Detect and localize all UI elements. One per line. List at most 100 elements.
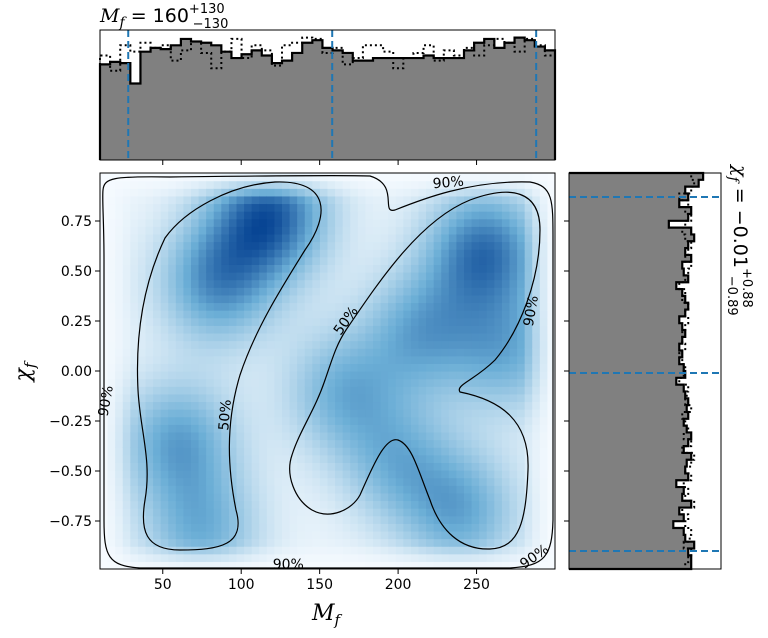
heatmap-cell — [403, 272, 412, 281]
heatmap-cell — [532, 294, 541, 304]
heatmap-cell — [350, 492, 359, 502]
heatmap-cell — [373, 256, 382, 265]
heatmap-cell — [373, 302, 382, 311]
heatmap-cell — [297, 462, 306, 471]
heatmap-cell — [388, 211, 397, 220]
heatmap-cell — [259, 477, 268, 486]
right-hist-bar — [569, 323, 683, 331]
heatmap-cell — [297, 409, 306, 418]
heatmap-cell — [206, 386, 215, 395]
heatmap-cell — [100, 173, 109, 182]
right-marginal-title: χf = −0.01+0.88−0.89 — [724, 163, 754, 316]
heatmap-cell — [342, 538, 351, 547]
heatmap-cell — [122, 454, 131, 463]
heatmap-cell — [259, 348, 268, 357]
heatmap-cell — [418, 416, 427, 425]
heatmap-cell — [175, 241, 185, 250]
heatmap-cell — [441, 310, 450, 319]
heatmap-cell — [191, 340, 200, 349]
heatmap-cell — [441, 195, 450, 205]
heatmap-cell — [168, 332, 177, 342]
heatmap-cell — [433, 439, 442, 448]
heatmap-cell — [282, 325, 291, 334]
heatmap-cell — [122, 492, 131, 502]
heatmap-cell — [426, 477, 435, 486]
heatmap-cell — [221, 348, 230, 357]
heatmap-cell — [236, 211, 245, 220]
heatmap-cell — [183, 233, 192, 243]
heatmap-cell — [206, 371, 215, 380]
heatmap-cell — [501, 180, 511, 189]
heatmap-cell — [433, 561, 442, 569]
heatmap-cell — [160, 553, 169, 562]
heatmap-cell — [312, 348, 321, 357]
heatmap-cell — [191, 553, 200, 562]
heatmap-cell — [365, 439, 374, 448]
heatmap-cell — [532, 416, 541, 425]
heatmap-cell — [175, 477, 185, 486]
heatmap-cell — [403, 294, 412, 304]
heatmap-cell — [365, 203, 374, 212]
heatmap-cell — [335, 485, 344, 494]
heatmap-cell — [524, 523, 533, 532]
heatmap-cell — [122, 439, 131, 448]
heatmap-cell — [350, 294, 359, 304]
heatmap-cell — [206, 401, 215, 410]
heatmap-cell — [168, 523, 177, 532]
heatmap-cell — [335, 218, 344, 227]
heatmap-cell — [486, 294, 495, 304]
heatmap-cell — [373, 363, 382, 372]
heatmap-cell — [426, 203, 435, 212]
heatmap-cell — [373, 500, 382, 509]
heatmap-cell — [479, 500, 488, 509]
heatmap-cell — [282, 500, 291, 509]
heatmap-cell — [312, 249, 321, 258]
heatmap-cell — [107, 454, 116, 463]
heatmap-cell — [327, 195, 336, 205]
heatmap-cell — [319, 195, 329, 205]
heatmap-cell — [289, 294, 298, 304]
heatmap-cell — [464, 287, 473, 296]
heatmap-cell — [380, 515, 389, 524]
heatmap-cell — [251, 393, 260, 403]
heatmap-cell — [122, 226, 131, 235]
heatmap-cell — [350, 409, 359, 418]
heatmap-cell — [471, 195, 480, 205]
heatmap-cell — [426, 211, 435, 220]
heatmap-cell — [418, 431, 427, 441]
heatmap-cell — [403, 553, 412, 562]
heatmap-cell — [335, 553, 344, 562]
heatmap-cell — [175, 393, 185, 403]
heatmap-cell — [213, 515, 222, 524]
heatmap-cell — [137, 439, 147, 448]
heatmap-cell — [145, 477, 154, 486]
heatmap-cell — [486, 378, 495, 387]
heatmap-cell — [403, 218, 412, 227]
heatmap-cell — [107, 477, 116, 486]
heatmap-cell — [228, 363, 238, 372]
heatmap-cell — [403, 363, 412, 372]
heatmap-cell — [175, 226, 185, 235]
heatmap-cell — [357, 325, 367, 334]
heatmap-cell — [168, 378, 177, 387]
heatmap-cell — [244, 279, 253, 288]
heatmap-cell — [259, 203, 268, 212]
heatmap-cell — [395, 218, 404, 227]
heatmap-cell — [289, 416, 298, 425]
heatmap-cell — [282, 546, 291, 555]
heatmap-cell — [395, 188, 404, 197]
heatmap-cell — [517, 355, 526, 364]
heatmap-cell — [289, 538, 298, 547]
heatmap-cell — [433, 272, 442, 281]
heatmap-cell — [175, 272, 185, 281]
heatmap-cell — [524, 180, 533, 189]
heatmap-cell — [509, 378, 518, 387]
heatmap-cell — [433, 310, 442, 319]
heatmap-cell — [312, 431, 321, 441]
heatmap-cell — [517, 340, 526, 349]
heatmap-cell — [388, 431, 397, 441]
heatmap-cell — [274, 546, 283, 555]
heatmap-cell — [213, 279, 222, 288]
heatmap-cell — [365, 409, 374, 418]
heatmap-cell — [221, 226, 230, 235]
